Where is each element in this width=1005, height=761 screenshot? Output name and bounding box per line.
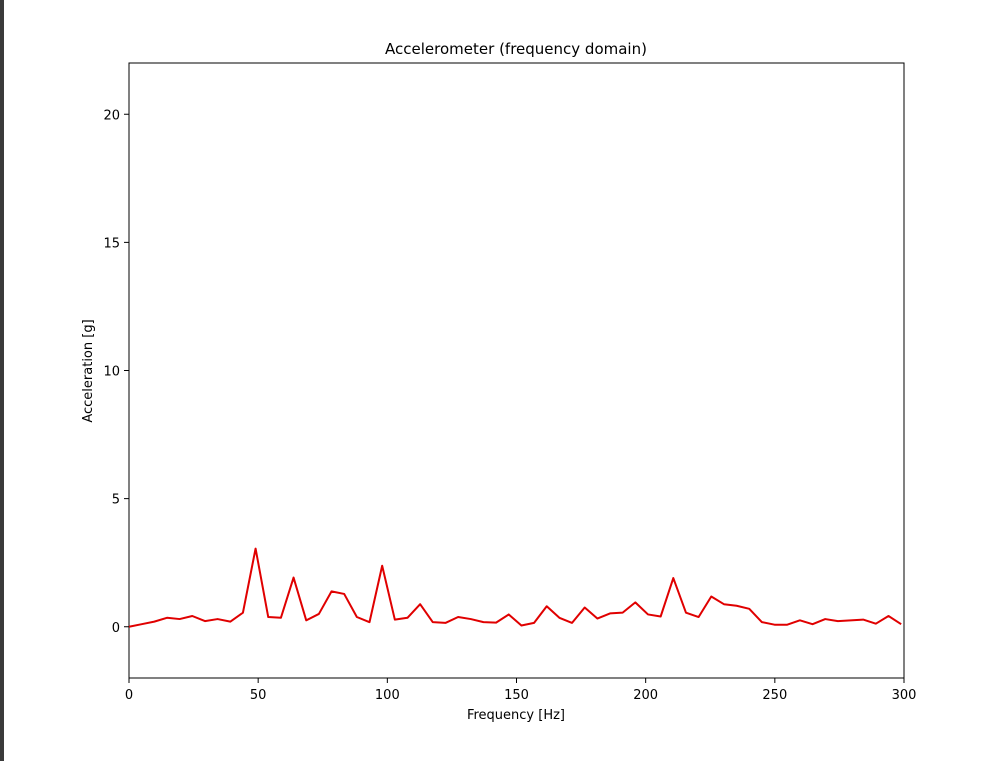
y-axis-label: Acceleration [g]: [81, 319, 96, 422]
x-tick-label: 150: [504, 688, 529, 703]
window-edge: [0, 0, 4, 761]
x-tick-label: 250: [762, 688, 787, 703]
y-tick-label: 10: [103, 365, 120, 380]
y-tick-label: 20: [103, 108, 120, 123]
y-tick-label: 5: [112, 493, 120, 508]
x-tick-label: 50: [250, 688, 267, 703]
plot-frame: [128, 62, 905, 679]
x-tick-label: 0: [125, 688, 133, 703]
y-tick-label: 0: [112, 621, 120, 636]
y-tick-label: 15: [103, 236, 120, 251]
series-line-0: [128, 547, 902, 628]
x-tick-label: 200: [633, 688, 658, 703]
x-tick-label: 300: [892, 688, 917, 703]
x-axis-label: Frequency [Hz]: [467, 708, 565, 723]
chart-title: Accelerometer (frequency domain): [385, 40, 647, 58]
x-tick-label: 100: [375, 688, 400, 703]
